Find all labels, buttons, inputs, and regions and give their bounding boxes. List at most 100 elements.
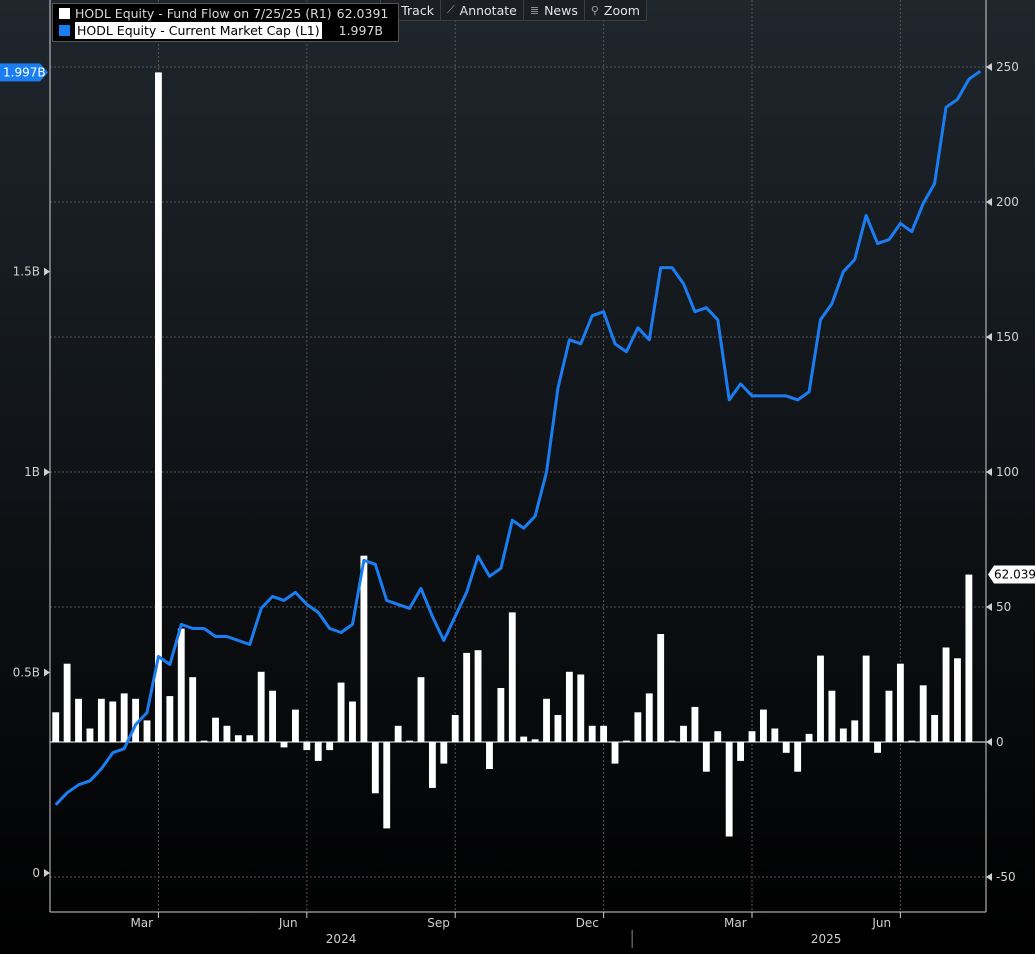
fund-flow-bar: [97, 698, 105, 742]
fund-flow-bar: [280, 742, 288, 748]
fund-flow-bar: [109, 701, 117, 742]
left-tick-mark: [44, 468, 50, 477]
fund-flow-bar: [394, 725, 402, 742]
left-tick-mark: [44, 668, 50, 677]
gridlines: [50, 0, 986, 912]
fund-flow-bar: [908, 740, 916, 742]
fund-flow-bar: [257, 671, 265, 742]
news-label: News: [544, 2, 578, 18]
fund-flow-bar: [942, 647, 950, 742]
annotate-label: Annotate: [459, 2, 517, 18]
right-last-value-marker: [988, 565, 1035, 584]
news-icon: ≣: [529, 3, 540, 17]
fund-flow-bar: [132, 698, 140, 742]
right-tick-mark: [986, 333, 992, 341]
fund-flow-bar: [428, 742, 436, 788]
fund-flow-bar: [954, 658, 961, 742]
x-tick-label: Mar: [724, 916, 747, 930]
left-tick-label: 0: [32, 866, 40, 880]
fund-flow-bar: [737, 742, 745, 761]
fund-flow-bar: [326, 742, 334, 751]
fund-flow-bar: [406, 740, 413, 742]
fund-flow-bar: [200, 740, 208, 742]
fund-flow-bar: [748, 731, 756, 742]
fund-flow-bar: [474, 650, 482, 742]
fund-flow-bar: [349, 701, 356, 742]
right-tick-mark: [986, 738, 992, 746]
fund-flow-bar: [143, 720, 151, 742]
fund-flow-bar: [577, 674, 585, 742]
fund-flow-bar: [371, 742, 379, 794]
legend-market-cap-label: HODL Equity - Current Market Cap (L1): [75, 22, 322, 39]
fund-flow-bar: [965, 574, 973, 742]
fund-flow-bar: [520, 736, 528, 742]
fund-flow-bar: [839, 728, 847, 742]
legend-fund-flow-label: HODL Equity - Fund Flow on 7/25/25 (R1): [75, 6, 332, 21]
fund-flow-bar: [896, 663, 904, 742]
fund-flow-bar: [52, 712, 60, 742]
fund-flow-bar: [508, 612, 516, 742]
fund-flow-bar: [86, 728, 94, 742]
right-tick-label: 150: [996, 330, 1019, 344]
fund-flow-bar: [543, 698, 550, 742]
legend-row-fund-flow[interactable]: HODL Equity - Fund Flow on 7/25/25 (R1) …: [59, 5, 388, 22]
fund-flow-bar: [668, 740, 676, 742]
right-last-value-label: 62.039: [994, 567, 1035, 581]
fund-flow-bar: [155, 72, 162, 742]
fund-flow-bar: [120, 693, 128, 742]
zoom-label: Zoom: [603, 2, 640, 18]
pencil-icon: ⟋: [446, 3, 455, 16]
market-cap-swatch-icon: [59, 25, 70, 36]
news-button[interactable]: ≣ News: [524, 0, 585, 20]
x-tick-label: Jun: [871, 916, 891, 930]
fund-flow-bar: [223, 725, 231, 742]
zoom-button[interactable]: ⚲ Zoom: [585, 0, 646, 20]
right-tick-mark: [986, 468, 992, 476]
fund-flow-bar: [931, 715, 939, 742]
fund-flow-bar: [337, 682, 345, 742]
legend-row-market-cap[interactable]: HODL Equity - Current Market Cap (L1) 1.…: [59, 22, 388, 39]
fund-flow-bar: [680, 725, 687, 742]
fund-flow-bar: [486, 742, 493, 769]
fund-flow-bar: [782, 742, 790, 753]
fund-flow-bar: [874, 742, 881, 753]
fund-flow-bar: [623, 740, 630, 742]
fund-flow-bar: [565, 671, 573, 742]
fund-flow-bar: [919, 685, 927, 742]
left-tick-label: 0.5B: [13, 666, 40, 680]
legend-fund-flow-value: 62.0391: [336, 6, 389, 21]
left-tick-label: 1.5B: [13, 265, 40, 279]
fund-flow-bar: [645, 693, 653, 742]
chart-legend[interactable]: HODL Equity - Fund Flow on 7/25/25 (R1) …: [52, 3, 400, 42]
fund-flow-bar: [177, 628, 185, 742]
fund-flow-bar: [166, 696, 174, 742]
chart-toolbar: ✥ Track ⟋ Annotate ≣ News ⚲ Zoom: [380, 0, 647, 21]
fund-flow-bar: [234, 735, 242, 742]
fund-flow-bar: [554, 715, 562, 742]
x-year-label: 2024: [326, 932, 357, 946]
fund-flow-bar: [805, 733, 813, 742]
fund-flow-bar: [691, 706, 699, 742]
fund-flow-bar: [851, 720, 859, 742]
fund-flow-bar: [531, 739, 539, 742]
market-cap-series-line: [54, 69, 982, 806]
annotate-button[interactable]: ⟋ Annotate: [441, 0, 524, 20]
fund-flow-bar: [862, 655, 870, 742]
left-last-value-marker: [0, 63, 48, 82]
right-tick-mark: [986, 198, 992, 206]
fund-flow-bar: [440, 742, 448, 764]
right-tick-label: 0: [996, 735, 1004, 749]
fund-flow-bar: [314, 742, 322, 761]
fund-flow-bar: [246, 735, 254, 742]
fund-flow-bar: [634, 712, 642, 742]
right-tick-mark: [986, 603, 992, 611]
x-year-label: 2025: [811, 932, 842, 946]
right-tick-label: 100: [996, 465, 1019, 479]
x-tick-label: Dec: [576, 916, 599, 930]
fund-flow-bar: [714, 731, 722, 742]
right-tick-label: 50: [996, 600, 1011, 614]
fund-flow-bar: [588, 725, 596, 742]
